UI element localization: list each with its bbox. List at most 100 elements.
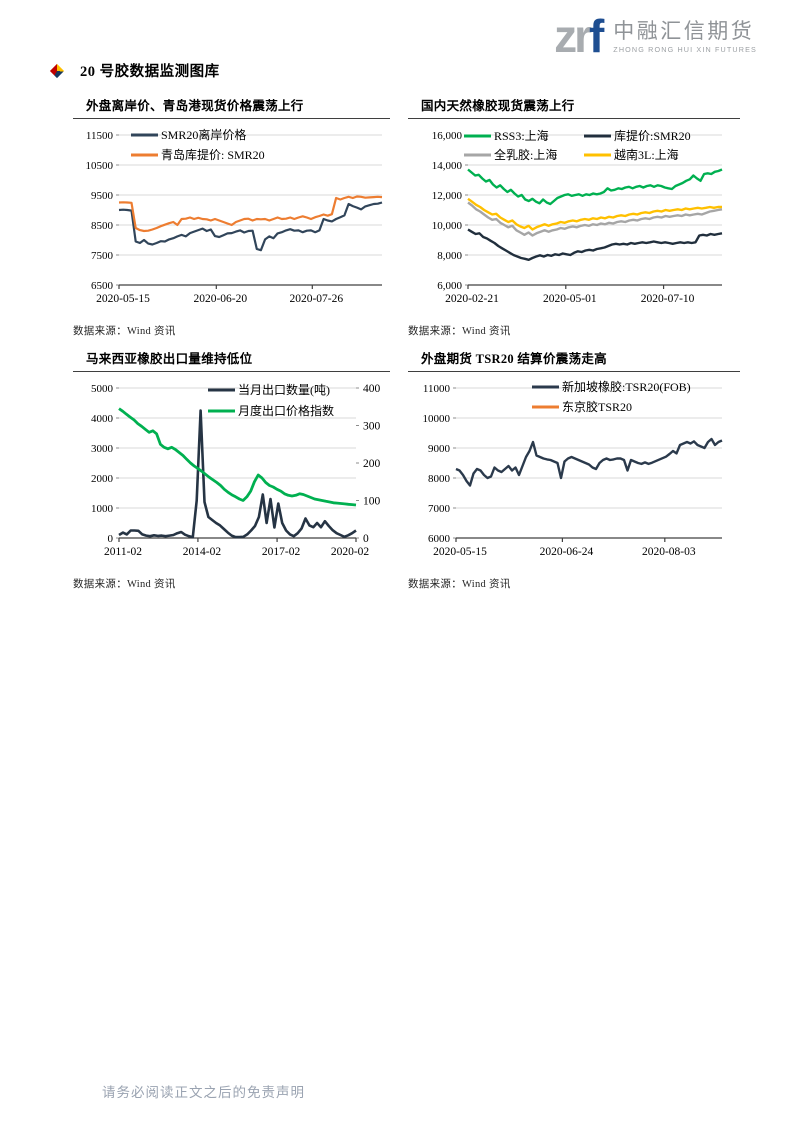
svg-text:100: 100 bbox=[363, 495, 381, 507]
legend-label-tokyo-tsr20: 东京胶TSR20 bbox=[562, 399, 632, 414]
legend-label-rss3-shanghai: RSS3:上海 bbox=[494, 128, 549, 143]
svg-text:10,000: 10,000 bbox=[432, 220, 463, 232]
series-smr20-offshore bbox=[118, 201, 383, 252]
svg-text:2020-05-15: 2020-05-15 bbox=[433, 546, 487, 558]
y-axis-left: 6500 7500 8500 9500 10500 11500 bbox=[86, 130, 119, 292]
y-axis-left: 6,000 8,000 10,000 12,000 14,000 16,000 bbox=[432, 130, 468, 292]
svg-text:4000: 4000 bbox=[91, 413, 114, 425]
chart-block-offshore-qingdao: 外盘离岸价、青岛港现货价格震荡上行 6500 7500 8500 9500 10500 1… bbox=[73, 95, 390, 338]
logo-names: 中融汇信期货 ZHONG RONG HUI XIN FUTURES bbox=[613, 19, 757, 54]
svg-text:10000: 10000 bbox=[423, 413, 451, 425]
legend-label-whole-latex: 全乳胶:上海 bbox=[494, 147, 557, 162]
svg-text:6500: 6500 bbox=[91, 280, 114, 292]
diamond-bullet-icon bbox=[49, 63, 65, 78]
data-source-domestic-spot: 数据来源：Wind 资讯 bbox=[408, 326, 511, 337]
x-axis: 2020-05-15 2020-06-20 2020-07-26 bbox=[96, 284, 382, 305]
svg-text:2020-02: 2020-02 bbox=[331, 546, 370, 558]
chart-title-tsr20-futures: 外盘期货 TSR20 结算价震荡走高 bbox=[408, 348, 740, 372]
legend: RSS3:上海 库提价:SMR20 全乳胶:上海 越南3L:上海 bbox=[464, 128, 691, 162]
gridlines bbox=[456, 387, 722, 509]
svg-text:1000: 1000 bbox=[91, 503, 114, 515]
svg-text:2014-02: 2014-02 bbox=[183, 546, 222, 558]
svg-text:14,000: 14,000 bbox=[432, 160, 463, 172]
company-name-en: ZHONG RONG HUI XIN FUTURES bbox=[613, 44, 757, 54]
data-source-offshore-qingdao: 数据来源：Wind 资讯 bbox=[73, 326, 176, 337]
svg-text:7500: 7500 bbox=[91, 250, 114, 262]
legend-label-monthly-export-price-index: 月度出口价格指数 bbox=[238, 403, 334, 418]
svg-text:11500: 11500 bbox=[86, 130, 114, 142]
svg-text:2020-05-15: 2020-05-15 bbox=[96, 293, 150, 305]
svg-text:2017-02: 2017-02 bbox=[262, 546, 301, 558]
page-title: 20 号胶数据监测图库 bbox=[80, 64, 220, 80]
legend-label-smr20-pickup: 库提价:SMR20 bbox=[614, 128, 691, 143]
series-rss3-shanghai bbox=[467, 168, 723, 206]
svg-text:9500: 9500 bbox=[91, 190, 114, 202]
x-axis: 2020-05-15 2020-06-24 2020-08-03 bbox=[433, 537, 722, 558]
svg-text:0: 0 bbox=[363, 533, 369, 545]
domestic-spot-chart: 6,000 8,000 10,000 12,000 14,000 16,000 2020-0… bbox=[408, 121, 740, 318]
malaysia-export-chart: 0 1000 2000 3000 4000 5000 0 100 200 300 400 2011-0… bbox=[73, 374, 390, 571]
malaysia-export-plot: 0 1000 2000 3000 4000 5000 0 100 200 300 400 2011-0… bbox=[91, 382, 381, 558]
svg-text:2020-02-21: 2020-02-21 bbox=[445, 293, 499, 305]
svg-text:10500: 10500 bbox=[86, 160, 114, 172]
svg-text:2020-06-20: 2020-06-20 bbox=[193, 293, 247, 305]
svg-text:2000: 2000 bbox=[91, 473, 114, 485]
svg-text:5000: 5000 bbox=[91, 383, 114, 395]
svg-text:7000: 7000 bbox=[428, 503, 451, 515]
logo-letters-zr: zr bbox=[554, 10, 592, 62]
y-axis-left: 6000 7000 8000 9000 10000 11000 bbox=[423, 383, 456, 545]
gridlines bbox=[119, 387, 356, 509]
domestic-spot-plot: 6,000 8,000 10,000 12,000 14,000 16,000 2020-0… bbox=[432, 128, 723, 305]
svg-text:300: 300 bbox=[363, 420, 381, 432]
series-monthly-export-volume bbox=[118, 409, 357, 539]
footer-disclaimer: 请务必阅读正文之后的免责声明 bbox=[102, 1085, 305, 1100]
svg-text:2020-06-24: 2020-06-24 bbox=[540, 546, 594, 558]
chart-block-domestic-spot: 国内天然橡胶现货震荡上行 6,000 8,000 10,000 12,000 14,00… bbox=[408, 95, 740, 338]
legend-label-monthly-export-volume: 当月出口数量(吨) bbox=[238, 382, 330, 397]
svg-text:3000: 3000 bbox=[91, 443, 114, 455]
legend-label-singapore-tsr20-fob: 新加坡橡胶:TSR20(FOB) bbox=[562, 379, 691, 394]
y-axis-right: 0 100 200 300 400 bbox=[356, 383, 381, 545]
svg-text:12,000: 12,000 bbox=[432, 190, 463, 202]
svg-text:16,000: 16,000 bbox=[432, 130, 463, 142]
legend-label-vietnam-3l: 越南3L:上海 bbox=[614, 147, 679, 162]
svg-text:2020-07-10: 2020-07-10 bbox=[641, 293, 695, 305]
chart-block-tsr20-futures: 外盘期货 TSR20 结算价震荡走高 6000 7000 8000 9000 10000… bbox=[408, 348, 740, 591]
svg-text:9000: 9000 bbox=[428, 443, 451, 455]
svg-text:6,000: 6,000 bbox=[437, 280, 462, 292]
svg-text:11000: 11000 bbox=[423, 383, 451, 395]
svg-text:6000: 6000 bbox=[428, 533, 451, 545]
series-vietnam-3l bbox=[467, 197, 722, 231]
chart-title-domestic-spot: 国内天然橡胶现货震荡上行 bbox=[408, 95, 740, 119]
section-heading: 20 号胶数据监测图库 bbox=[49, 60, 220, 81]
svg-text:2011-02: 2011-02 bbox=[104, 546, 142, 558]
svg-text:2020-07-26: 2020-07-26 bbox=[289, 293, 343, 305]
svg-text:2020-05-01: 2020-05-01 bbox=[543, 293, 597, 305]
series-qingdao-smr20 bbox=[118, 195, 383, 233]
series-singapore-tsr20-fob bbox=[455, 437, 723, 487]
series-monthly-export-price-index bbox=[118, 407, 357, 507]
legend: 当月出口数量(吨) 月度出口价格指数 bbox=[208, 382, 334, 418]
series-group bbox=[455, 437, 723, 487]
svg-text:8500: 8500 bbox=[91, 220, 114, 232]
x-axis: 2011-02 2014-02 2017-02 2020-02 bbox=[104, 537, 370, 558]
company-logo: zrf 中融汇信期货 ZHONG RONG HUI XIN FUTURES bbox=[554, 13, 757, 59]
series-whole-latex bbox=[467, 201, 723, 237]
data-source-malaysia-export: 数据来源：Wind 资讯 bbox=[73, 579, 176, 590]
tsr20-futures-chart: 6000 7000 8000 9000 10000 11000 2020-05-15 2020… bbox=[408, 374, 740, 571]
svg-text:0: 0 bbox=[108, 533, 114, 545]
y-axis-left: 0 1000 2000 3000 4000 5000 bbox=[91, 383, 119, 545]
legend-label-qingdao-smr20: 青岛库提价: SMR20 bbox=[161, 147, 265, 162]
series-group bbox=[118, 195, 383, 252]
x-axis: 2020-02-21 2020-05-01 2020-07-10 bbox=[445, 284, 722, 305]
offshore-qingdao-chart: 6500 7500 8500 9500 10500 11500 2020-05-15 2020… bbox=[73, 121, 390, 318]
svg-text:8,000: 8,000 bbox=[437, 250, 462, 262]
svg-text:2020-08-03: 2020-08-03 bbox=[642, 546, 696, 558]
svg-text:8000: 8000 bbox=[428, 473, 451, 485]
series-smr20-pickup bbox=[467, 228, 723, 262]
logo-zrf-mark: zrf bbox=[554, 13, 604, 59]
